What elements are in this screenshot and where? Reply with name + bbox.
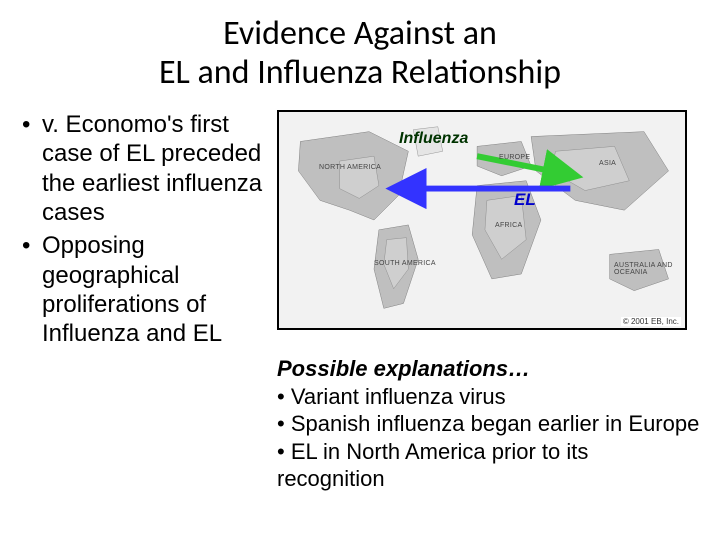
bullet-item: v. Economo's first case of EL preceded t… [20,110,265,227]
explanations-list: Variant influenza virus Spanish influenz… [277,383,700,493]
explanations-heading: Possible explanations… [277,355,700,383]
bullet-text: v. Economo's first case of EL preceded t… [42,111,262,226]
bullet-item: Opposing geographical proliferations of … [20,231,265,348]
label-south-america: SOUTH AMERICA [374,260,436,267]
influenza-label: Influenza [399,130,468,148]
label-asia: ASIA [599,160,616,167]
title-line-2: EL and Influenza Relationship [159,52,561,93]
slide-title: Evidence Against an EL and Influenza Rel… [20,14,700,92]
world-map: Influenza EL NORTH AMERICA SOUTH AMERICA… [277,110,687,330]
main-bullets: v. Economo's first case of EL preceded t… [20,110,265,348]
content-area: v. Economo's first case of EL preceded t… [20,110,700,493]
label-australia: AUSTRALIA AND OCEANIA [614,262,674,276]
explanation-text: Spanish influenza began earlier in Europ… [291,411,700,436]
left-column: v. Economo's first case of EL preceded t… [20,110,265,493]
explanation-item: Variant influenza virus [277,383,700,411]
bullet-text: Opposing geographical proliferations of … [42,232,222,347]
map-credit: © 2001 EB, Inc. [621,317,681,326]
label-europe: EUROPE [499,154,530,161]
right-column: Influenza EL NORTH AMERICA SOUTH AMERICA… [277,110,700,493]
explanation-text: EL in North America prior to its recogni… [277,439,588,492]
map-svg [279,112,685,328]
el-label: EL [514,190,536,210]
explanation-item: Spanish influenza began earlier in Europ… [277,410,700,438]
label-north-america: NORTH AMERICA [319,164,381,171]
label-africa: AFRICA [495,222,522,229]
explanation-text: Variant influenza virus [291,384,506,409]
explanation-item: EL in North America prior to its recogni… [277,438,700,493]
title-line-1: Evidence Against an [223,13,497,54]
explanations-block: Possible explanations… Variant influenza… [277,355,700,493]
